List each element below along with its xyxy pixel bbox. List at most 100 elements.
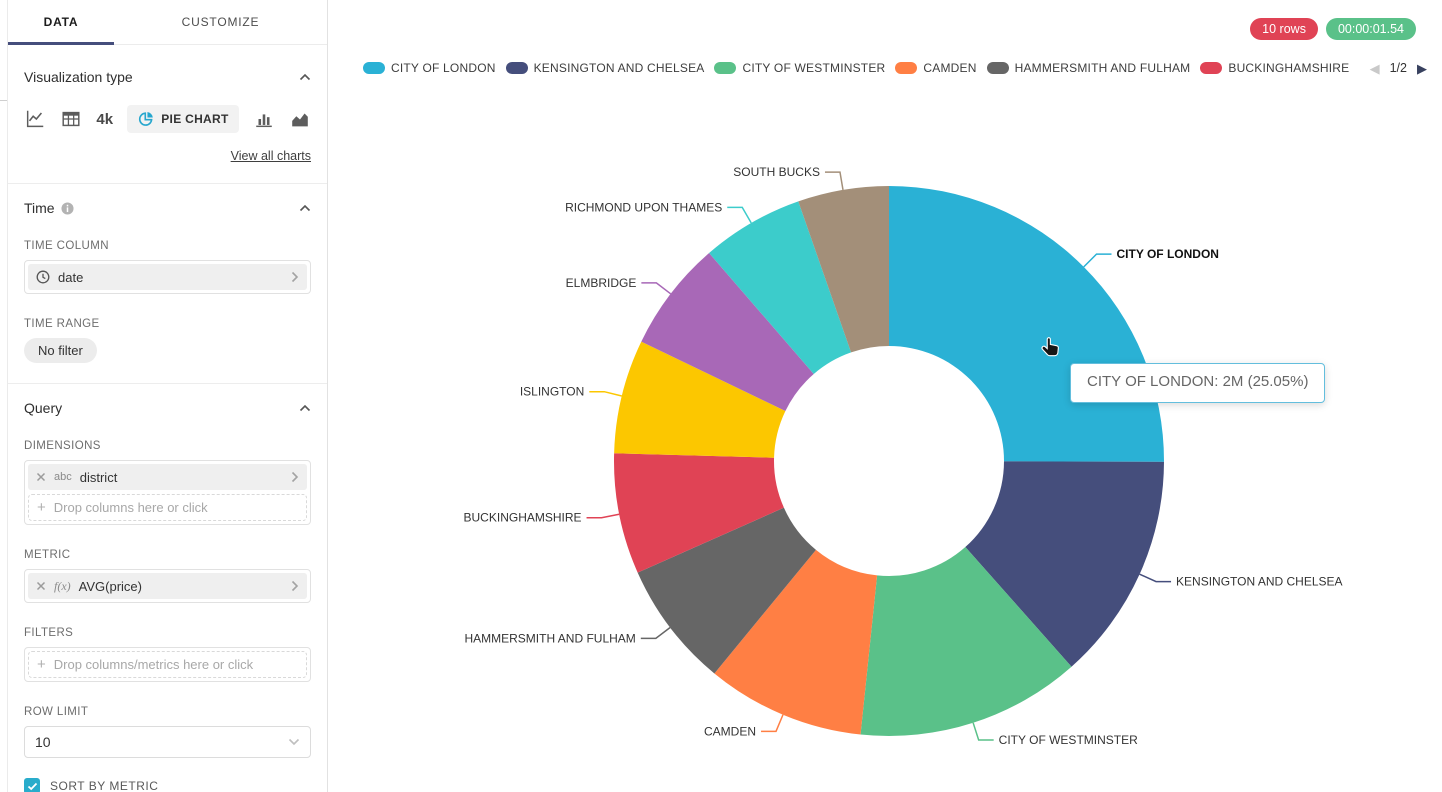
legend-pagination: ◀ 1/2 ▶ [1370,61,1427,75]
viz-pill-label: PIE CHART [161,112,229,126]
legend-item-city-of-london[interactable]: CITY OF LONDON [363,61,496,75]
viz-section-title: Visualization type [24,69,133,85]
time-range-label: TIME RANGE [24,318,100,330]
legend-prev-icon[interactable]: ◀ [1369,60,1380,76]
section-divider [8,183,327,184]
legend-label: BUCKINGHAMSHIRE [1228,61,1350,75]
pie-label-buckinghamshire: BUCKINGHAMSHIRE [464,511,582,525]
legend-item-camden[interactable]: CAMDEN [895,61,976,75]
legend-label: KENSINGTON AND CHELSEA [533,61,705,75]
pie-slice-elmbridge[interactable] [641,253,814,412]
legend-item-hammersmith-and-fulham[interactable]: HAMMERSMITH AND FULHAM [986,61,1191,75]
control-panel-sidebar: DATA CUSTOMIZE Visualization type [8,0,328,792]
area-chart-icon[interactable] [289,108,311,130]
pie-slice-city-of-westminster[interactable] [860,547,1072,736]
plus-icon: + [37,656,46,673]
legend-label: CAMDEN [923,61,977,75]
query-section-title: Query [24,400,63,416]
pie-slice-islington[interactable] [614,341,786,458]
row-limit-select[interactable]: 10 [24,726,311,758]
row-limit-value: 10 [35,734,51,750]
tab-data[interactable]: DATA [8,0,114,45]
metric-chip-avg-price[interactable]: f(x) AVG(price) [28,573,307,599]
remove-icon[interactable] [36,472,46,482]
pie-label-line [727,206,752,224]
pie-label-line [586,513,620,519]
time-column-value: date [58,269,84,285]
pie-label-kensington-and-chelsea: KENSINGTON AND CHELSEA [1176,575,1343,589]
info-icon[interactable] [61,201,74,215]
chevron-up-icon[interactable] [299,73,311,81]
chart-legend: CITY OF LONDON KENSINGTON AND CHELSEA CITY… [363,61,1427,75]
pie-chart-icon [137,110,155,128]
time-range-value-pill[interactable]: No filter [24,338,97,363]
pie-slice-kensington-and-chelsea[interactable] [965,461,1164,667]
bar-chart-icon[interactable] [253,108,275,130]
chevron-right-icon[interactable] [291,271,299,283]
pie-label-south-bucks: SOUTH BUCKS [733,165,820,179]
pie-chart-svg: CITY OF LONDON KENSINGTON AND CHELSEA CITY… [464,165,1343,747]
filters-placeholder: Drop columns/metrics here or click [53,657,254,672]
time-section: Time TIME COLUMN date [8,200,327,384]
collapsed-datasource-rail[interactable] [0,0,8,792]
legend-item-buckinghamshire[interactable]: BUCKINGHAMSHIRE [1200,61,1349,75]
time-column-label: TIME COLUMN [24,240,109,252]
view-all-charts-link[interactable]: View all charts [230,149,311,163]
viz-type-section: Visualization type 4k [8,69,327,184]
pie-label-line [1139,573,1172,583]
plus-icon: + [37,499,46,516]
metric-label: METRIC [24,549,71,561]
legend-swatch [505,62,528,74]
pie-label-hammersmith-and-fulham: HAMMERSMITH AND FULHAM [464,631,635,645]
time-section-title: Time [24,200,55,216]
legend-next-icon[interactable]: ▶ [1417,60,1427,76]
legend-swatch [895,62,918,74]
clock-icon [36,270,50,284]
chevron-up-icon[interactable] [299,404,311,412]
chevron-right-icon[interactable] [291,580,299,592]
legend-item-kensington-and-chelsea[interactable]: KENSINGTON AND CHELSEA [505,61,705,75]
hand-cursor [1040,336,1062,365]
sort-by-metric-checkbox[interactable] [24,778,40,792]
chevron-right-icon[interactable] [291,471,299,483]
pie-label-elmbridge: ELMBRIDGE [566,276,637,290]
metric-name: AVG(price) [78,578,142,594]
filters-dropzone[interactable]: + Drop columns/metrics here or click [28,651,307,678]
tab-customize[interactable]: CUSTOMIZE [181,15,260,29]
row-count-badge: 10 rows [1250,18,1318,40]
pie-slice-richmond-upon-thames[interactable] [709,201,852,375]
legend-item-city-of-westminster[interactable]: CITY OF WESTMINSTER [714,61,885,75]
remove-icon[interactable] [36,581,46,591]
big-number-icon[interactable]: 4k [96,110,114,128]
viz-pill-pie-chart[interactable]: PIE CHART [127,105,239,133]
dimension-chip-district[interactable]: abc district [28,464,307,490]
legend-label: CITY OF WESTMINSTER [742,61,886,75]
pie-slice-south-bucks[interactable] [798,186,889,353]
column-type-label: abc [54,471,72,483]
table-icon[interactable] [60,108,82,130]
pie-label-line [1083,253,1112,268]
rail-divider [0,100,7,101]
pie-slice-camden[interactable] [714,549,878,735]
pie-slice-hammersmith-and-fulham[interactable] [637,507,816,674]
filters-label: FILTERS [24,627,74,639]
time-column-chip[interactable]: date [28,264,307,290]
query-section: Query DIMENSIONS abc district [8,400,327,792]
line-chart-icon[interactable] [24,108,46,130]
pie-slice-city-of-london[interactable] [889,186,1164,462]
sort-by-metric-label: SORT BY METRIC [50,779,159,792]
pie-label-richmond-upon-thames: RICHMOND UPON THAMES [565,200,722,214]
chevron-up-icon[interactable] [299,204,311,212]
pie-label-line [589,390,622,397]
row-limit-label: ROW LIMIT [24,706,89,718]
pie-label-camden: CAMDEN [704,724,756,738]
dimensions-dropzone[interactable]: + Drop columns here or click [28,494,307,521]
pie-slice-buckinghamshire[interactable] [614,453,784,573]
pie-label-line [972,722,994,741]
metric-type-label: f(x) [54,578,71,593]
metric-control: f(x) AVG(price) [24,569,311,603]
pie-label-line [641,282,672,295]
pie-label-city-of-london: CITY OF LONDON [1117,247,1219,261]
legend-swatch [1200,62,1223,74]
